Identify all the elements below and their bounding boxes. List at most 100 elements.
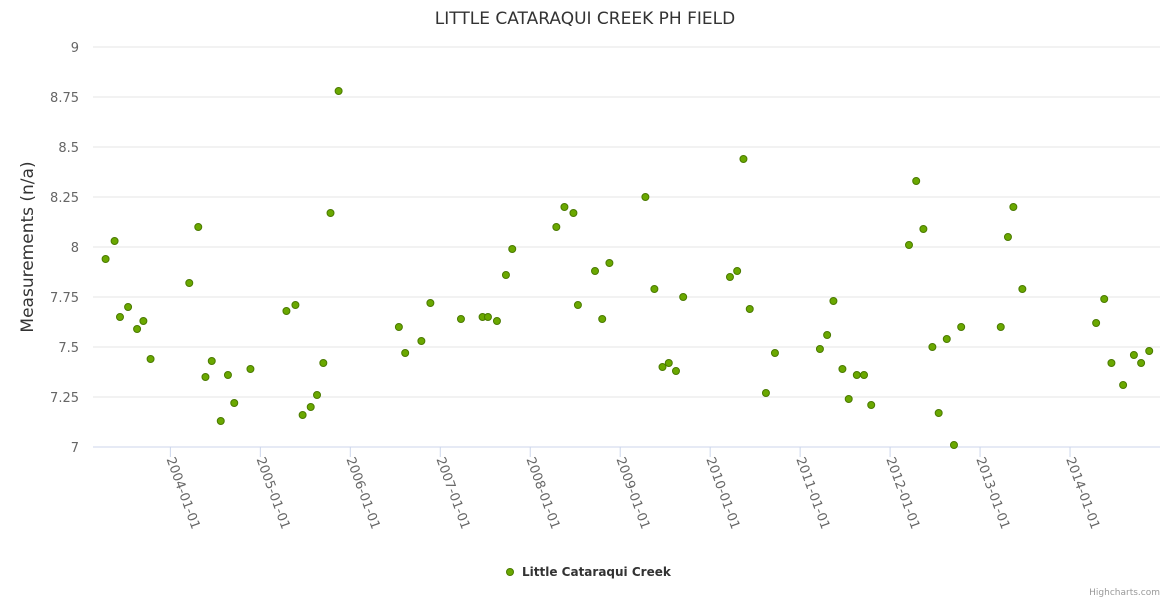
data-point[interactable]: [912, 177, 921, 185]
data-point[interactable]: [829, 297, 838, 305]
data-point[interactable]: [605, 259, 614, 267]
data-point[interactable]: [501, 271, 510, 279]
y-axis-ticks: 7 7.25 7.5 7.75 8 8.25 8.5 8.75 9: [50, 41, 79, 456]
x-tick-label: 2008-01-01: [522, 455, 562, 531]
data-point[interactable]: [573, 301, 582, 309]
data-point[interactable]: [133, 325, 142, 333]
data-point[interactable]: [394, 323, 403, 331]
data-point[interactable]: [679, 293, 688, 301]
data-point[interactable]: [949, 441, 958, 449]
data-point[interactable]: [101, 255, 110, 263]
data-point[interactable]: [641, 193, 650, 201]
data-point[interactable]: [291, 301, 300, 309]
credits-link[interactable]: Highcharts.com: [1089, 588, 1160, 598]
data-point[interactable]: [230, 399, 239, 407]
data-point[interactable]: [761, 389, 770, 397]
y-tick-label: 7.5: [58, 341, 79, 356]
data-point[interactable]: [1119, 381, 1128, 389]
data-point[interactable]: [115, 313, 124, 321]
data-point[interactable]: [934, 409, 943, 417]
data-point[interactable]: [194, 223, 203, 231]
data-point[interactable]: [139, 317, 148, 325]
data-point[interactable]: [1129, 351, 1138, 359]
data-point[interactable]: [598, 315, 607, 323]
data-point[interactable]: [745, 305, 754, 313]
data-point[interactable]: [733, 267, 742, 275]
data-point[interactable]: [326, 209, 335, 217]
y-tick-label: 8.75: [50, 91, 79, 106]
legend-marker: [506, 568, 514, 576]
data-point[interactable]: [725, 273, 734, 281]
x-axis-ticks: 2004-01-01 2005-01-01 2006-01-01 2007-01-01…: [163, 447, 1102, 531]
data-point[interactable]: [815, 345, 824, 353]
data-point[interactable]: [483, 313, 492, 321]
data-point[interactable]: [650, 285, 659, 293]
data-point[interactable]: [860, 371, 869, 379]
data-point[interactable]: [216, 417, 225, 425]
chart-title: LITTLE CATARAQUI CREEK PH FIELD: [435, 9, 735, 29]
data-point[interactable]: [508, 245, 517, 253]
data-point[interactable]: [1003, 233, 1012, 241]
data-point[interactable]: [306, 403, 315, 411]
x-tick-label: 2011-01-01: [792, 455, 832, 531]
data-point[interactable]: [313, 391, 322, 399]
data-point[interactable]: [401, 349, 410, 357]
data-point[interactable]: [201, 373, 210, 381]
data-point[interactable]: [996, 323, 1005, 331]
data-point[interactable]: [110, 237, 119, 245]
data-point[interactable]: [456, 315, 465, 323]
series-points: [101, 87, 1154, 449]
data-point[interactable]: [1145, 347, 1154, 355]
data-point[interactable]: [185, 279, 194, 287]
data-point[interactable]: [739, 155, 748, 163]
x-tick-label: 2010-01-01: [702, 455, 742, 531]
data-point[interactable]: [770, 349, 779, 357]
data-point[interactable]: [552, 223, 561, 231]
data-point[interactable]: [957, 323, 966, 331]
y-tick-label: 7.25: [50, 391, 79, 406]
data-point[interactable]: [246, 365, 255, 373]
data-point[interactable]: [492, 317, 501, 325]
y-tick-label: 9: [71, 41, 79, 56]
data-point[interactable]: [426, 299, 435, 307]
data-point[interactable]: [852, 371, 861, 379]
data-point[interactable]: [319, 359, 328, 367]
data-point[interactable]: [671, 367, 680, 375]
x-tick-label: 2012-01-01: [882, 455, 922, 531]
data-point[interactable]: [867, 401, 876, 409]
y-tick-label: 8.5: [58, 141, 79, 156]
data-point[interactable]: [282, 307, 291, 315]
data-point[interactable]: [298, 411, 307, 419]
data-point[interactable]: [1092, 319, 1101, 327]
data-point[interactable]: [1107, 359, 1116, 367]
data-point[interactable]: [658, 363, 667, 371]
data-point[interactable]: [919, 225, 928, 233]
legend-label: Little Cataraqui Creek: [522, 565, 672, 579]
data-point[interactable]: [591, 267, 600, 275]
data-point[interactable]: [823, 331, 832, 339]
data-point[interactable]: [146, 355, 155, 363]
data-point[interactable]: [207, 357, 216, 365]
grid-lines: [93, 46, 1160, 448]
data-point[interactable]: [569, 209, 578, 217]
data-point[interactable]: [560, 203, 569, 211]
legend-item[interactable]: Little Cataraqui Creek: [506, 565, 672, 579]
data-point[interactable]: [1137, 359, 1146, 367]
data-point[interactable]: [838, 365, 847, 373]
data-point[interactable]: [223, 371, 232, 379]
data-point[interactable]: [942, 335, 951, 343]
data-point[interactable]: [1100, 295, 1109, 303]
data-point[interactable]: [928, 343, 937, 351]
data-point[interactable]: [904, 241, 913, 249]
x-tick-label: 2013-01-01: [972, 455, 1012, 531]
data-point[interactable]: [1018, 285, 1027, 293]
data-point[interactable]: [1009, 203, 1018, 211]
data-point[interactable]: [417, 337, 426, 345]
data-point[interactable]: [664, 359, 673, 367]
x-tick-label: 2005-01-01: [253, 455, 293, 531]
data-point[interactable]: [844, 395, 853, 403]
data-point[interactable]: [124, 303, 133, 311]
x-tick-label: 2007-01-01: [433, 455, 473, 531]
data-point[interactable]: [334, 87, 343, 95]
